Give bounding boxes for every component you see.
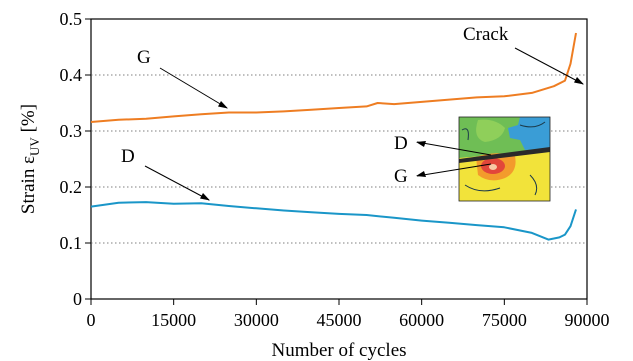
series-line-g (90, 32, 577, 123)
inset-contours (461, 121, 546, 196)
x-tick-label: 0 (87, 310, 96, 330)
annotations: Crack G D D G (121, 24, 584, 201)
x-tick-label: 90000 (565, 310, 610, 330)
y-tick-label: 0.1 (60, 233, 83, 253)
inset-label-g: G (394, 166, 408, 187)
inset-g-arrow-line (416, 163, 492, 177)
crack-arrow-line (514, 47, 584, 85)
inset-green-blob (476, 119, 505, 142)
x-tick-label: 15000 (151, 310, 196, 330)
series-layer (90, 32, 577, 241)
x-tick-label: 45000 (317, 310, 362, 330)
inset-border (458, 116, 551, 202)
crack-label: Crack (463, 24, 509, 45)
y-tick-label: 0.3 (60, 121, 83, 141)
series-line-d (90, 201, 577, 241)
inset-d-arrow-line (416, 141, 492, 156)
d-arrow-head (200, 193, 210, 201)
g-arrow-line (159, 67, 228, 109)
inset-label-d: D (394, 133, 408, 154)
inset-g-arrow-head (416, 171, 426, 177)
g-label: G (137, 47, 151, 68)
d-label: D (121, 146, 135, 167)
crack-arrow-head (574, 77, 584, 85)
y-tick-label: 0.5 (60, 9, 83, 29)
y-tick-label: 0 (73, 289, 82, 309)
y-tick-labels: 0 0.1 0.2 0.3 0.4 0.5 (60, 9, 83, 309)
x-tick-label: 60000 (399, 310, 444, 330)
y-axis-title-subscript: UV (27, 137, 42, 156)
inset-hot-spot (489, 164, 497, 170)
x-tick-label: 75000 (482, 310, 527, 330)
y-tick-label: 0.2 (60, 177, 83, 197)
d-arrow-line (144, 165, 210, 201)
y-tick-label: 0.4 (60, 65, 83, 85)
g-arrow-head (218, 101, 228, 109)
y-axis-title: Strain εUV [%] (18, 104, 42, 214)
x-tick-labels: 0 15000 30000 45000 60000 75000 90000 (87, 310, 610, 330)
x-tick-label: 30000 (234, 310, 279, 330)
tick-marks (85, 18, 588, 305)
y-axis-title-suffix: [%] (18, 104, 39, 137)
inset-crack-line (459, 147, 550, 163)
x-axis-title: Number of cycles (271, 340, 406, 361)
y-axis-title-prefix: Strain ε (18, 156, 39, 214)
inset-image (459, 117, 550, 201)
inset-d-arrow-head (416, 141, 426, 147)
